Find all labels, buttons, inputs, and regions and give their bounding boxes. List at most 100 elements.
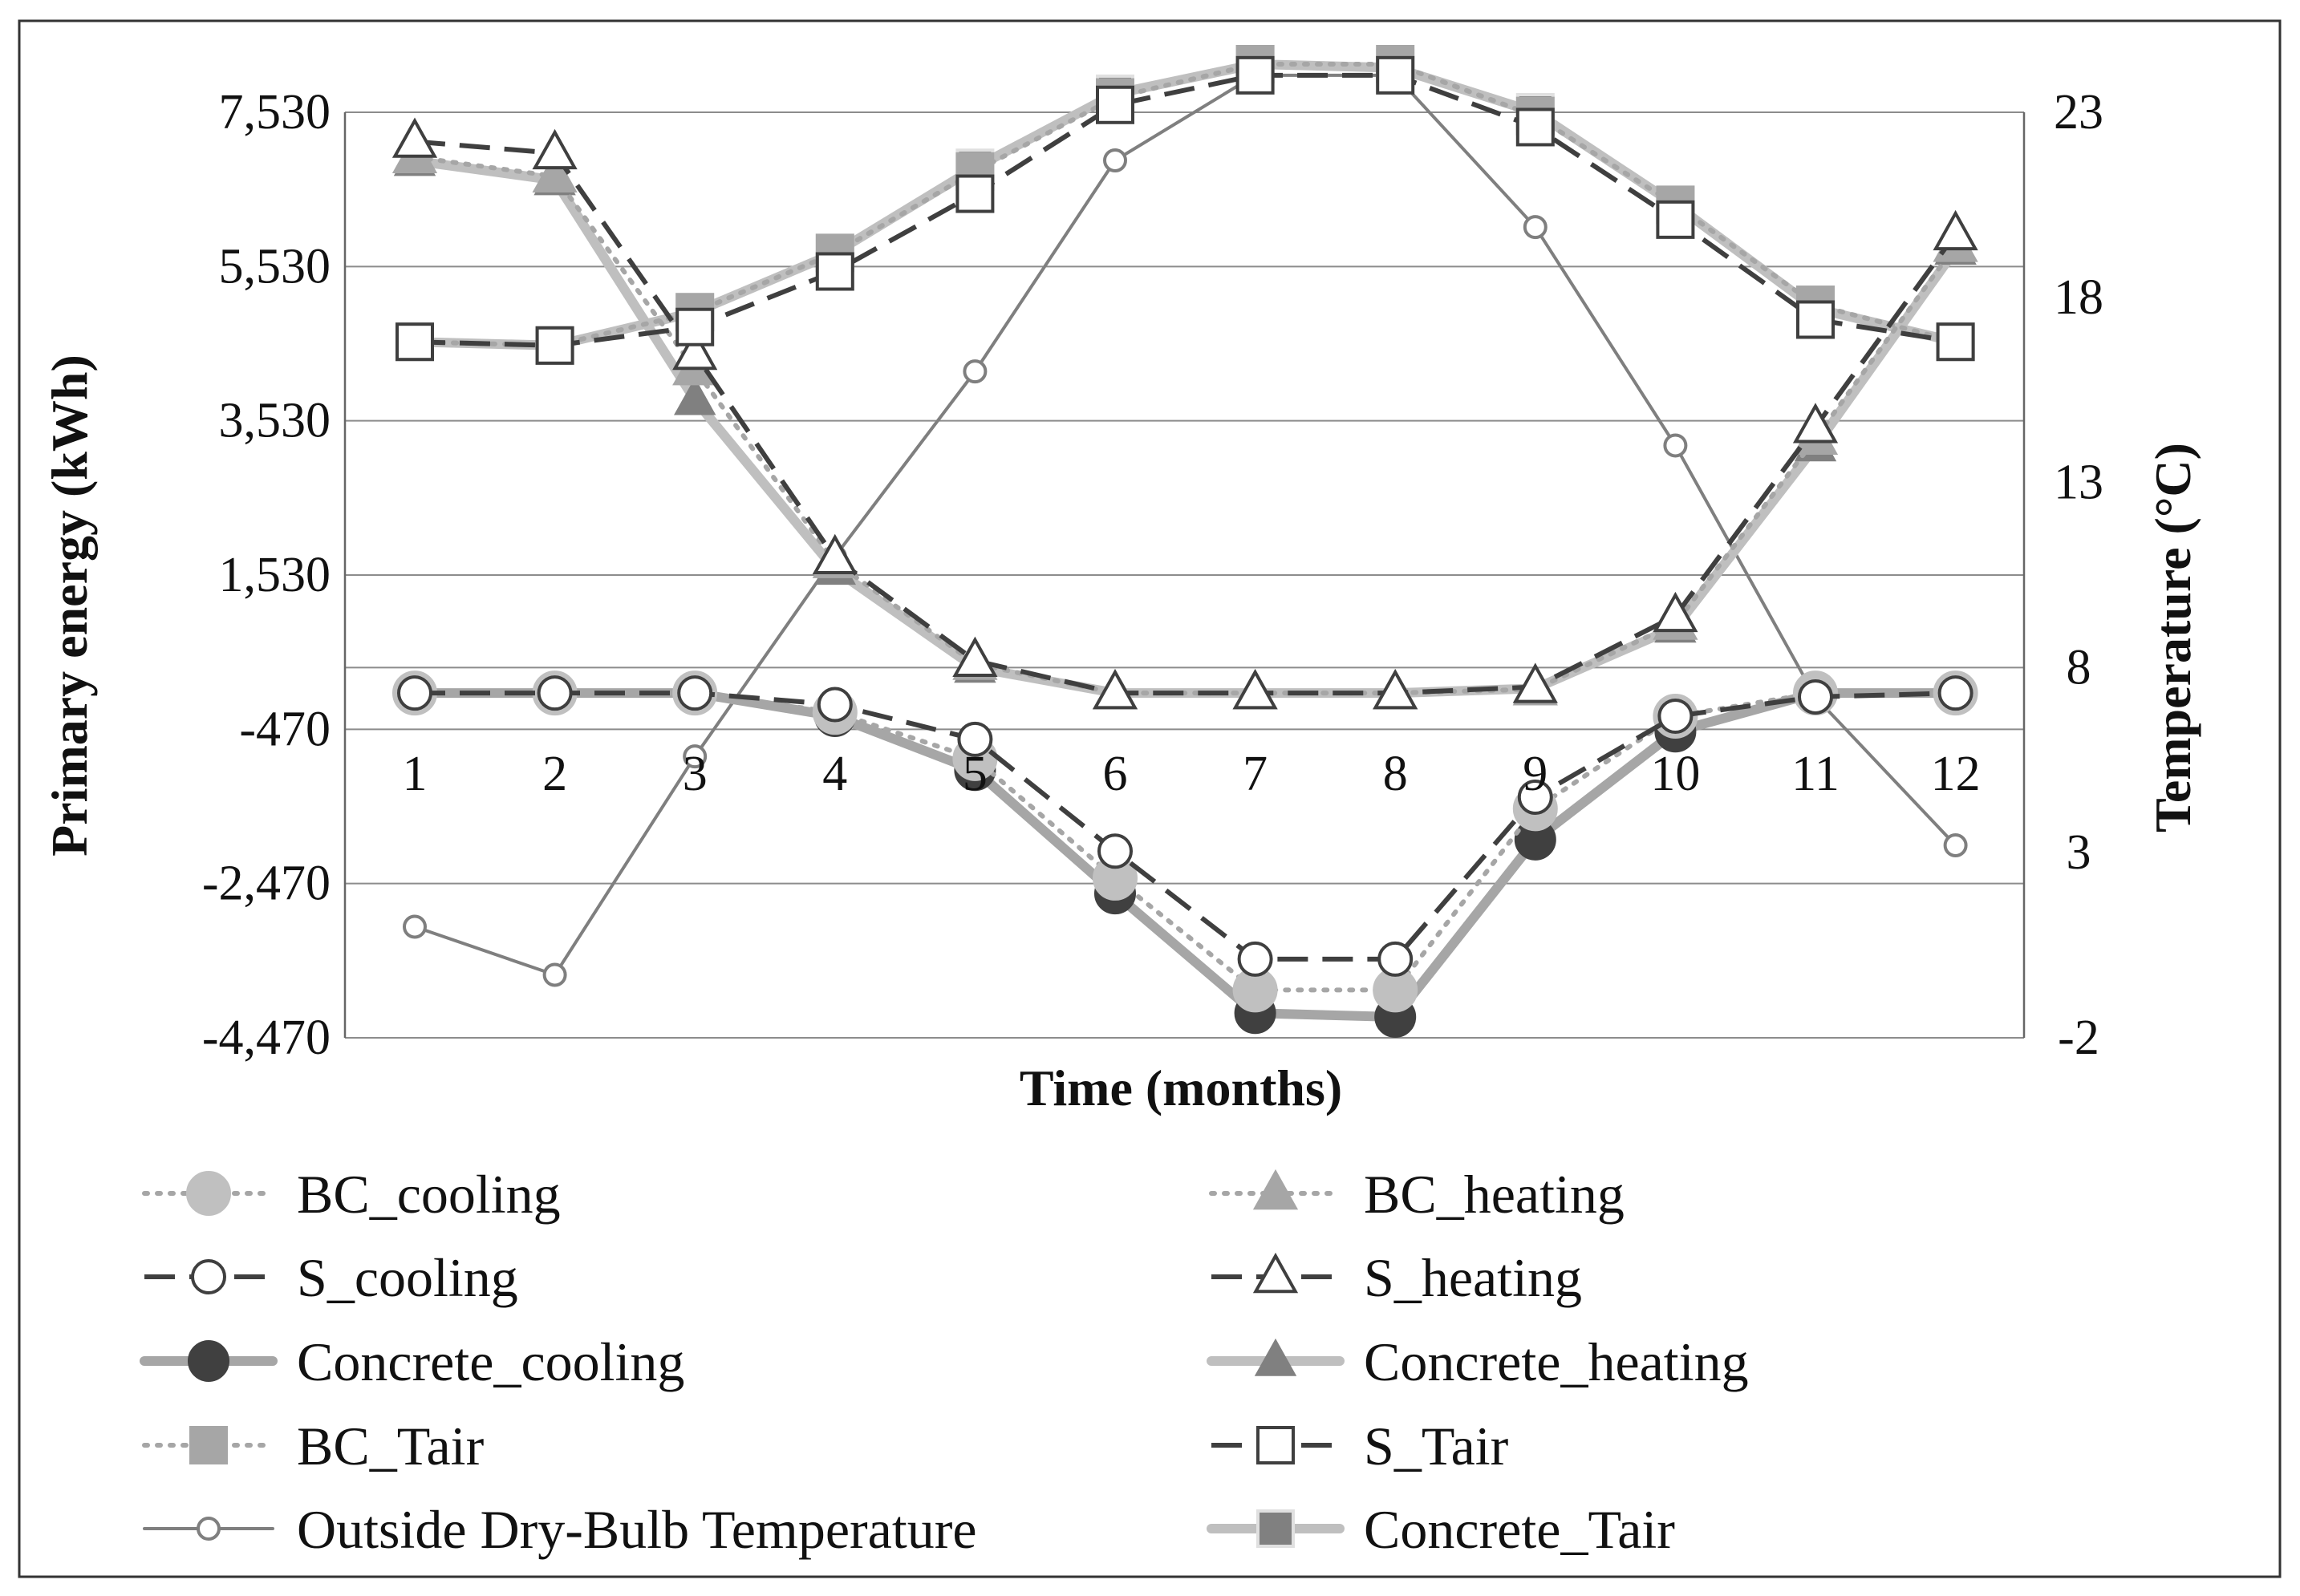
point-s-cooling-2 <box>537 675 573 711</box>
series-line-outside-dry-bulb-temperature <box>413 73 1957 977</box>
series-s-heating <box>391 117 1978 710</box>
point-s-tair-11 <box>1796 300 1835 339</box>
series-line-s-cooling <box>415 691 1956 962</box>
legend-label-concrete-tair: Concrete_Tair <box>1364 1499 1675 1560</box>
y2-tick-label-4: 3 <box>2067 825 2091 880</box>
legend-swatch-marker-outside-dry-bulb-temperature <box>197 1517 221 1541</box>
point-s-tair-3 <box>675 307 715 346</box>
chart-border <box>18 19 2282 1578</box>
legend-label-bc-heating: BC_heating <box>1364 1164 1625 1225</box>
point-s-tair-5 <box>955 174 995 213</box>
point-outside-dry-bulb-temperature-9 <box>1523 215 1548 240</box>
y2-tick-label-0: 23 <box>2054 85 2103 140</box>
axes: 7,5305,5303,5301,530-470-2,470-4,4702318… <box>202 85 2103 1065</box>
point-s-tair-7 <box>1235 55 1275 95</box>
point-s-cooling-4 <box>817 687 853 723</box>
point-outside-dry-bulb-temperature-5 <box>963 359 988 384</box>
legend-entry-s-cooling: S_cooling <box>144 1247 518 1308</box>
point-s-heating-4 <box>812 533 858 575</box>
x-tick-label-12: 12 <box>1931 747 1981 801</box>
legend-swatch-marker-bc-tair <box>189 1426 228 1464</box>
legend-entry-bc-tair: BC_Tair <box>142 1416 485 1477</box>
point-s-cooling-7 <box>1237 941 1273 977</box>
y2-tick-label-1: 18 <box>2054 270 2103 325</box>
point-outside-dry-bulb-temperature-3 <box>683 744 708 769</box>
series-s-cooling <box>397 675 1973 977</box>
x-tick-label-2: 2 <box>542 747 567 801</box>
x-tick-label-10: 10 <box>1650 747 1700 801</box>
x-tick-label-6: 6 <box>1103 747 1128 801</box>
y-tick-label-1: 5,530 <box>219 239 331 294</box>
legend-swatch-marker-concrete-heating <box>1254 1338 1297 1376</box>
legend-label-s-heating: S_heating <box>1364 1247 1582 1308</box>
legend-label-bc-cooling: BC_cooling <box>297 1164 561 1225</box>
legend-label-concrete-heating: Concrete_heating <box>1364 1331 1749 1392</box>
point-s-cooling-6 <box>1097 833 1133 869</box>
point-outside-dry-bulb-temperature-6 <box>1103 148 1127 173</box>
legend-entry-bc-heating: BC_heating <box>1209 1164 1625 1225</box>
y2-axis-title: Temperature (°C) <box>2144 443 2201 832</box>
y-tick-label-0: 7,530 <box>219 85 331 140</box>
y-tick-label-3: 1,530 <box>219 548 331 602</box>
legend-swatch-marker-bc-cooling <box>186 1171 231 1216</box>
point-s-heating-11 <box>1792 403 1839 444</box>
point-s-cooling-12 <box>1937 675 1973 711</box>
y2-tick-label-3: 8 <box>2067 640 2091 695</box>
legend-swatch-marker-bc-heating <box>1252 1169 1299 1210</box>
legend-entry-s-heating: S_heating <box>1211 1247 1582 1308</box>
x-tick-label-7: 7 <box>1243 747 1268 801</box>
point-s-heating-9 <box>1512 662 1558 703</box>
legend-swatch-marker-s-tair <box>1256 1426 1295 1464</box>
point-outside-dry-bulb-temperature-1 <box>403 914 427 939</box>
point-s-heating-6 <box>1092 669 1138 710</box>
point-concrete-heating-3 <box>673 377 716 415</box>
point-s-tair-2 <box>535 326 574 365</box>
legend-label-concrete-cooling: Concrete_cooling <box>297 1331 684 1392</box>
series-line-s-heating <box>414 139 1958 696</box>
point-s-cooling-11 <box>1798 679 1833 715</box>
series-s-tair <box>396 55 1975 365</box>
point-s-tair-1 <box>396 322 434 362</box>
point-s-heating-7 <box>1232 669 1278 710</box>
point-s-tair-6 <box>1096 85 1134 124</box>
point-s-tair-4 <box>815 252 854 291</box>
legend-entry-s-tair: S_Tair <box>1211 1416 1509 1477</box>
x-tick-label-9: 9 <box>1523 747 1548 801</box>
y-tick-label-4: -470 <box>239 702 331 756</box>
legend-entry-outside-dry-bulb-temperature: Outside Dry-Bulb Temperature <box>143 1499 977 1560</box>
x-tick-label-11: 11 <box>1791 747 1840 801</box>
y-tick-label-6: -4,470 <box>202 1011 331 1065</box>
series-line-bc-heating <box>412 154 1958 696</box>
x-tick-label-5: 5 <box>963 747 988 801</box>
point-s-cooling-3 <box>677 675 713 711</box>
series <box>391 44 1978 1039</box>
legend-swatch-marker-concrete-tair <box>1256 1509 1295 1548</box>
series-line-s-tair <box>414 72 1957 348</box>
legend-entry-concrete-heating: Concrete_heating <box>1207 1331 1749 1392</box>
x-tick-label-3: 3 <box>683 747 708 801</box>
point-s-tair-12 <box>1936 322 1975 362</box>
legend-swatch-marker-s-heating <box>1252 1252 1299 1294</box>
point-bc-heating-2 <box>532 152 578 193</box>
x-tick-label-1: 1 <box>403 747 428 801</box>
point-s-heating-5 <box>952 636 998 677</box>
point-s-tair-9 <box>1515 107 1555 147</box>
point-s-heating-3 <box>672 329 718 371</box>
point-s-cooling-9 <box>1517 779 1553 815</box>
legend: BC_cooling BC_heating S_cooling S_heating Co… <box>140 1164 1749 1560</box>
x-tick-label-4: 4 <box>822 747 847 801</box>
x-axis-title: Time (months) <box>1020 1059 1342 1116</box>
point-s-heating-12 <box>1933 209 1978 251</box>
y-tick-label-5: -2,470 <box>202 857 331 911</box>
point-s-cooling-8 <box>1377 941 1414 977</box>
y-axis-title: Primary energy (kWh) <box>41 354 98 857</box>
point-s-tair-10 <box>1656 200 1695 239</box>
point-outside-dry-bulb-temperature-10 <box>1663 433 1688 458</box>
legend-entry-concrete-tair: Concrete_Tair <box>1207 1499 1675 1560</box>
point-s-cooling-1 <box>397 675 432 711</box>
point-s-heating-1 <box>391 117 438 158</box>
point-s-cooling-5 <box>957 721 993 757</box>
point-s-heating-8 <box>1373 669 1418 710</box>
point-s-heating-2 <box>532 128 578 170</box>
